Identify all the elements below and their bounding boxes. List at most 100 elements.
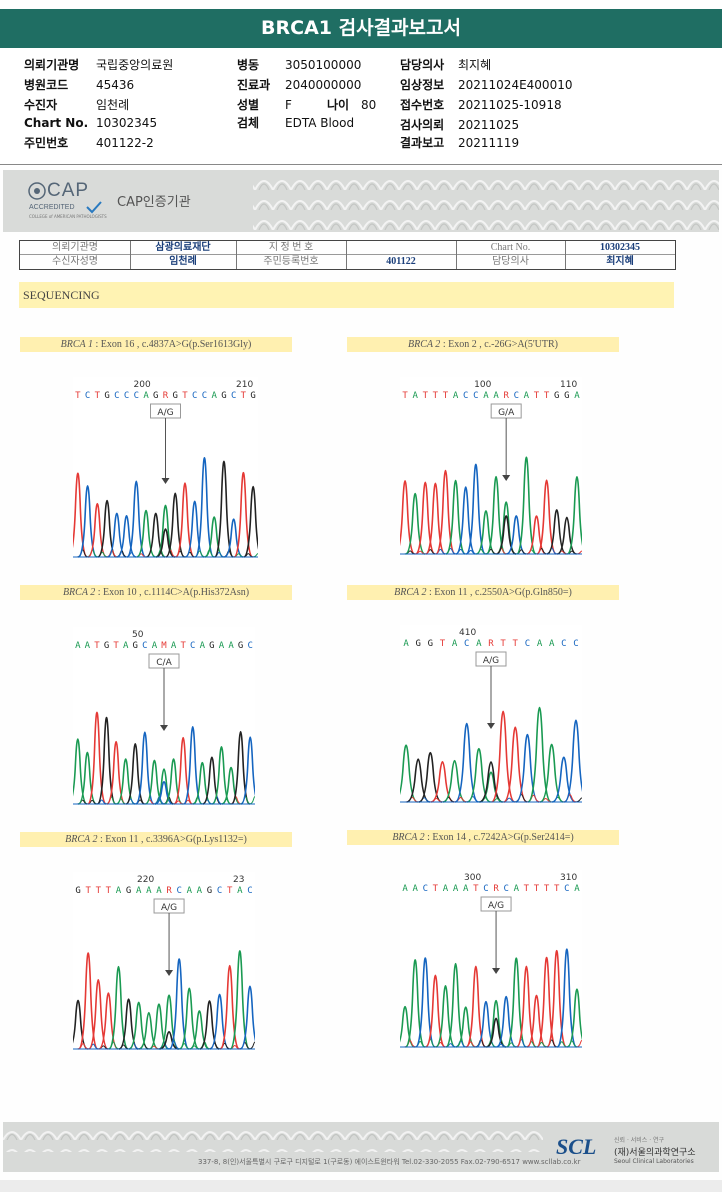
table-value: 임천례: [169, 256, 197, 267]
trace-peak: [476, 510, 496, 555]
table-label: 담당의사: [492, 256, 529, 267]
base-call: A: [524, 391, 530, 401]
trace-peak: [239, 985, 255, 1050]
variant-label: BRCA 2 : Exon 10 , c.1114C>A(p.His372Asn…: [20, 585, 292, 600]
genotype-call: A/G: [161, 903, 177, 913]
trace-peak: [479, 761, 503, 803]
trace-peak: [454, 723, 479, 803]
trace-peak: [491, 710, 516, 803]
table-label: 수신자성명: [52, 256, 98, 267]
scl-name: (재)서울의과학연구소: [614, 1148, 696, 1158]
base-call: G: [209, 641, 214, 651]
trace-noise: [174, 550, 186, 558]
trace-noise: [545, 1039, 558, 1048]
base-call: C: [142, 641, 147, 651]
trace-noise: [574, 797, 582, 803]
base-call: R: [488, 639, 494, 649]
report-title: BRCA1 검사결과보고서: [0, 9, 722, 48]
table-value: 삼광의료재단: [155, 242, 211, 253]
patient-info-table: 의뢰기관명 삼광의료재단 지 정 번 호 Chart No. 10302345 …: [19, 240, 676, 270]
base-call: G: [415, 639, 420, 649]
cap-banner: CAP ACCREDITED COLLEGE of AMERICAN PATHO…: [3, 170, 719, 232]
base-call: A: [514, 884, 520, 894]
base-call: C: [231, 391, 236, 401]
base-call: R: [503, 391, 509, 401]
base-call: A: [187, 886, 193, 896]
trace-peak: [240, 736, 255, 805]
base-call: A: [75, 641, 81, 651]
table-value: 최지혜: [606, 256, 634, 267]
base-call: T: [524, 884, 530, 894]
base-call: A: [136, 886, 142, 896]
table-label: 의뢰기관명: [52, 242, 98, 253]
trace-peak: [117, 515, 137, 558]
trace-noise: [249, 796, 255, 805]
base-call: T: [440, 639, 446, 649]
base-call: G: [221, 391, 226, 401]
genotype-call: G/A: [498, 408, 515, 418]
header-field: 성별 F 나이 80: [237, 98, 377, 112]
base-call: A: [537, 639, 543, 649]
variant-arrow: [492, 968, 501, 974]
base-call: T: [95, 391, 101, 401]
position-label: 50: [132, 630, 144, 640]
base-call: A: [228, 641, 234, 651]
chromatogram-panel: 200 210 T C T G C C C A G R G T C C A G C T G A/G: [73, 377, 258, 560]
base-call: A: [237, 886, 243, 896]
base-call: T: [96, 886, 102, 896]
header-field: 담당의사 최지혜: [400, 58, 492, 72]
trace-peak: [212, 746, 231, 805]
footer-ornament: [3, 1122, 543, 1152]
base-call: A: [476, 639, 482, 649]
trace-noise: [105, 796, 118, 805]
base-call: C: [202, 391, 207, 401]
header-field: 주민번호 401122-2: [24, 136, 154, 150]
scl-logo: SCL: [556, 1134, 597, 1159]
trace-peak: [526, 994, 547, 1048]
trace-peak: [156, 528, 175, 558]
trace-noise: [526, 794, 541, 803]
genotype-call: A/G: [488, 901, 504, 911]
base-call: A: [143, 391, 149, 401]
chromatogram-panel: 220 23 G T T T A G A A A R C A A G C T A C A/G: [73, 872, 255, 1052]
base-call: C: [464, 639, 469, 649]
position-label: 200: [134, 380, 151, 390]
chromatogram-svg: 50A A T G T A G C A M A T C A G A A G CC/A: [73, 630, 255, 805]
base-call: C: [124, 391, 129, 401]
trace-peak: [164, 758, 183, 805]
base-call: T: [473, 884, 479, 894]
base-call: T: [554, 884, 560, 894]
base-call: T: [85, 886, 91, 896]
trace-peak: [567, 988, 582, 1048]
position-label: 110: [560, 380, 577, 390]
genotype-call: C/A: [156, 658, 172, 668]
base-call: C: [134, 391, 139, 401]
trace-peak: [73, 999, 88, 1050]
base-call: A: [146, 886, 152, 896]
scl-name-english: Seoul Clinical Laboratories: [614, 1158, 694, 1165]
header-field: 의뢰기관명 국립중앙의료원: [24, 58, 174, 72]
trace-peak: [243, 486, 258, 558]
base-call: C: [525, 639, 530, 649]
base-call: A: [453, 391, 459, 401]
genotype-call: A/G: [157, 408, 173, 418]
trace-peak: [224, 518, 244, 558]
trace-noise: [76, 549, 89, 558]
base-call: T: [180, 641, 186, 651]
base-call: T: [534, 391, 540, 401]
header-field: 결과보고 20211119: [400, 136, 520, 150]
genotype-call: A/G: [483, 656, 499, 666]
position-label: 220: [137, 875, 154, 885]
base-call: A: [493, 391, 499, 401]
variant-label: BRCA 2 : Exon 14 , c.7242A>G(p.Ser2414=): [347, 830, 619, 845]
base-call: A: [483, 391, 489, 401]
trace-peak: [455, 1006, 476, 1048]
variant-label: BRCA 2 : Exon 11 , c.3396A>G(p.Lys1132=): [20, 832, 292, 847]
header-field: 접수번호 20211025-10918: [400, 98, 562, 112]
scl-slogan: 신뢰 · 서비스 · 연구: [614, 1137, 665, 1144]
base-call: A: [453, 884, 459, 894]
base-call: T: [513, 639, 519, 649]
base-call: T: [443, 391, 449, 401]
base-call: G: [428, 639, 433, 649]
